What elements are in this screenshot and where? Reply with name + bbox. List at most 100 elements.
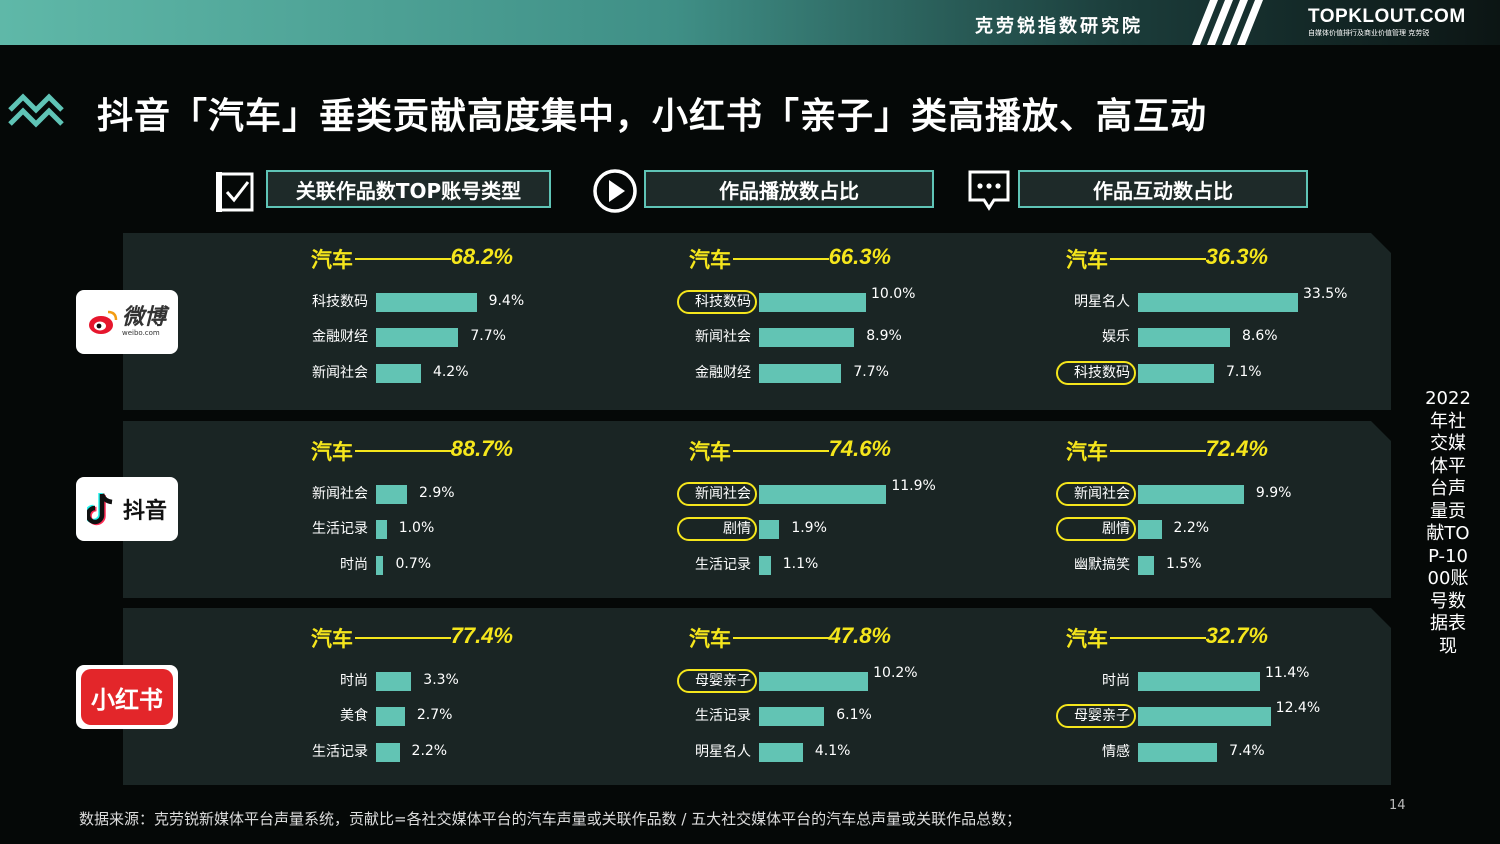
top-banner: [0, 0, 1500, 45]
douyin-logo: 抖音: [76, 477, 178, 541]
bar: [1138, 293, 1298, 312]
side-caption: 2022年社交媒体平台声量贡献TOP-1000账号数据表现: [1425, 388, 1471, 657]
bar-value: 0.7%: [395, 556, 432, 572]
bar: [759, 743, 803, 762]
bar: [376, 707, 405, 726]
headline-connector: [733, 258, 829, 260]
bar: [759, 364, 842, 383]
bar-value: 8.9%: [866, 328, 902, 344]
category-label-highlighted: 剧情: [1056, 517, 1136, 541]
bar: [376, 520, 387, 539]
bar-value: 2.9%: [419, 485, 455, 501]
panel-weibo: [123, 233, 1391, 410]
headline: 汽车 88.7%: [311, 436, 513, 466]
bar: [1138, 485, 1244, 504]
bar-value: 33.5%: [1303, 286, 1348, 302]
column-header-related-works: 关联作品数TOP账号类型: [266, 170, 551, 208]
headline-category: 汽车: [689, 440, 731, 464]
headline: 汽车 77.4%: [311, 623, 513, 653]
category-label: 时尚: [340, 673, 368, 689]
panel-douyin: [123, 421, 1391, 598]
bar-value: 2.7%: [416, 707, 453, 723]
category-label-highlighted: 母婴亲子: [1056, 704, 1136, 728]
headline-connector: [733, 637, 829, 639]
brand-tagline: 自媒体价值排行及商业价值管理 克劳锐: [1308, 29, 1430, 37]
headline-value: 77.4%: [450, 623, 513, 648]
bar: [1138, 707, 1271, 726]
headline: 汽车 74.6%: [689, 436, 891, 466]
bar: [376, 556, 384, 575]
xiaohongshu-logo-text: 小红书: [81, 669, 173, 725]
headline: 汽车 32.7%: [1066, 623, 1268, 653]
bar: [1138, 328, 1231, 347]
checkbox-icon: [216, 172, 254, 212]
weibo-logo: 微博 weibo.com: [76, 290, 178, 354]
category-label: 明星名人: [1074, 294, 1130, 310]
headline-connector: [355, 450, 451, 452]
headline-value: 88.7%: [450, 436, 513, 461]
bar-value: 7.7%: [470, 328, 506, 344]
category-label-highlighted: 新闻社会: [1056, 482, 1136, 506]
category-label: 娱乐: [1102, 329, 1130, 345]
category-label-highlighted: 科技数码: [677, 290, 757, 314]
bar-value: 1.1%: [782, 556, 819, 572]
category-label: 情感: [1102, 744, 1130, 760]
bar-value: 9.9%: [1255, 485, 1292, 501]
category-label: 生活记录: [312, 521, 368, 537]
bar-value: 4.1%: [814, 743, 851, 759]
category-label-highlighted: 剧情: [677, 517, 757, 541]
category-label: 科技数码: [312, 294, 368, 310]
headline-value: 72.4%: [1205, 436, 1268, 461]
page-title: 抖音「汽车」垂类贡献高度集中，小红书「亲子」类高播放、高互动: [97, 96, 1208, 137]
category-label: 金融财经: [695, 365, 751, 381]
bar-value: 8.6%: [1242, 328, 1278, 344]
bar: [376, 364, 421, 383]
headline-connector: [355, 637, 451, 639]
headline-category: 汽车: [1066, 440, 1108, 464]
bar-value: 1.9%: [791, 520, 827, 536]
weibo-eye-icon: [88, 310, 118, 334]
bar: [376, 293, 477, 312]
bar: [1138, 672, 1260, 691]
bar-value: 9.4%: [488, 293, 525, 309]
bar: [1138, 520, 1162, 539]
headline-connector: [733, 450, 829, 452]
bar: [376, 672, 412, 691]
bar-value: 11.4%: [1264, 665, 1310, 681]
bar-value: 12.4%: [1275, 700, 1321, 716]
category-label: 幽默搞笑: [1074, 557, 1130, 573]
headline-value: 47.8%: [828, 623, 891, 648]
category-label: 生活记录: [695, 708, 751, 724]
bar: [1138, 743, 1218, 762]
bar: [759, 707, 825, 726]
category-label: 生活记录: [695, 557, 751, 573]
bar: [759, 485, 887, 504]
headline-category: 汽车: [311, 248, 353, 272]
xiaohongshu-logo: 小红书: [76, 665, 178, 729]
bar: [759, 293, 866, 312]
category-label: 美食: [340, 708, 368, 724]
bar-value: 7.7%: [853, 364, 889, 380]
category-label-highlighted: 科技数码: [1056, 361, 1136, 385]
bar: [759, 520, 780, 539]
weibo-logo-domain: weibo.com: [121, 329, 160, 337]
stripes-decoration: [1192, 0, 1263, 45]
headline-value: 66.3%: [828, 244, 891, 269]
bar: [376, 328, 459, 347]
headline-category: 汽车: [689, 627, 731, 651]
category-label: 明星名人: [695, 744, 751, 760]
headline-value: 68.2%: [450, 244, 513, 269]
bar: [376, 485, 408, 504]
weibo-logo-text: 微博: [121, 305, 166, 330]
institute-name: 克劳锐指数研究院: [975, 16, 1143, 37]
headline-value: 74.6%: [828, 436, 891, 461]
column-header-play-share: 作品播放数占比: [644, 170, 934, 208]
category-label-highlighted: 母婴亲子: [677, 669, 757, 693]
double-chevron-icon: [8, 93, 64, 128]
bar: [759, 672, 869, 691]
bar-value: 3.3%: [423, 672, 459, 688]
headline: 汽车 68.2%: [311, 244, 513, 274]
bar-value: 10.0%: [871, 286, 916, 302]
category-label: 时尚: [1102, 673, 1130, 689]
category-label: 新闻社会: [695, 329, 751, 345]
